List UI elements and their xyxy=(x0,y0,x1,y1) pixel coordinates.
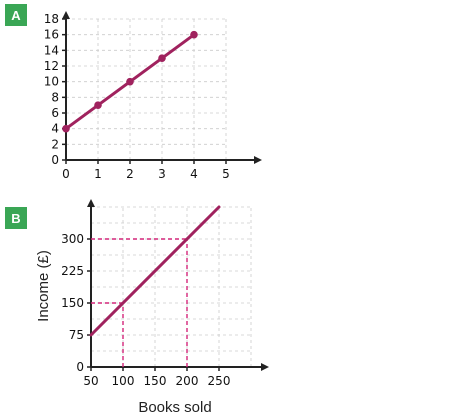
y-tick-label: 16 xyxy=(44,28,59,42)
grid xyxy=(91,206,252,367)
guide-lines xyxy=(91,302,124,367)
y-tick-label: 8 xyxy=(51,90,59,104)
y-axis-arrow-icon xyxy=(87,199,95,207)
x-tick-label: 0 xyxy=(62,167,70,181)
axes: 50 100 150 200 250 0 75 150 225 300 xyxy=(61,199,269,388)
y-tick-label: 6 xyxy=(51,106,59,120)
guide-lines xyxy=(91,238,188,367)
x-tick-label: 5 xyxy=(222,167,230,181)
x-tick-label: 4 xyxy=(190,167,198,181)
x-tick-label: 1 xyxy=(94,167,102,181)
x-tick-label: 50 xyxy=(83,374,98,388)
x-tick-label: 250 xyxy=(208,374,231,388)
data-point xyxy=(190,30,198,39)
y-tick-label: 150 xyxy=(61,296,84,310)
chart-b: 50 100 150 200 250 0 75 150 225 300 Books sold In… xyxy=(35,199,269,416)
data-point xyxy=(158,54,166,62)
y-tick-label: 12 xyxy=(44,59,59,73)
x-tick-label: 150 xyxy=(144,374,167,388)
x-tick-label: 100 xyxy=(112,374,135,388)
x-axis-arrow-icon xyxy=(254,156,262,164)
y-tick-label: 0 xyxy=(51,153,59,167)
x-axis-title: Books sold xyxy=(138,399,211,416)
x-tick-label: 2 xyxy=(126,167,134,181)
y-tick-label: 2 xyxy=(51,137,59,151)
panel-badge-a: A xyxy=(5,4,27,26)
x-axis-arrow-icon xyxy=(261,363,269,371)
chart-b-plot: 50 100 150 200 250 0 75 150 225 300 xyxy=(61,199,269,388)
panel-badge-b: B xyxy=(5,207,27,229)
series-line xyxy=(89,205,221,337)
y-axis-title: Income (£) xyxy=(35,250,52,322)
data-point xyxy=(94,101,102,109)
y-tick-label: 10 xyxy=(44,75,59,89)
y-axis-arrow-icon xyxy=(62,11,70,19)
y-tick-label: 4 xyxy=(51,122,59,136)
x-tick-label: 3 xyxy=(158,167,166,181)
y-tick-label: 18 xyxy=(44,12,59,26)
data-point xyxy=(126,77,134,86)
y-tick-label: 75 xyxy=(69,328,84,342)
data-point xyxy=(62,124,70,133)
grid xyxy=(66,18,227,160)
x-tick-label: 200 xyxy=(176,374,199,388)
y-tick-label: 225 xyxy=(61,264,84,278)
y-tick-label: 300 xyxy=(61,232,84,246)
y-tick-label: 0 xyxy=(76,360,84,374)
y-tick-label: 14 xyxy=(44,43,59,57)
